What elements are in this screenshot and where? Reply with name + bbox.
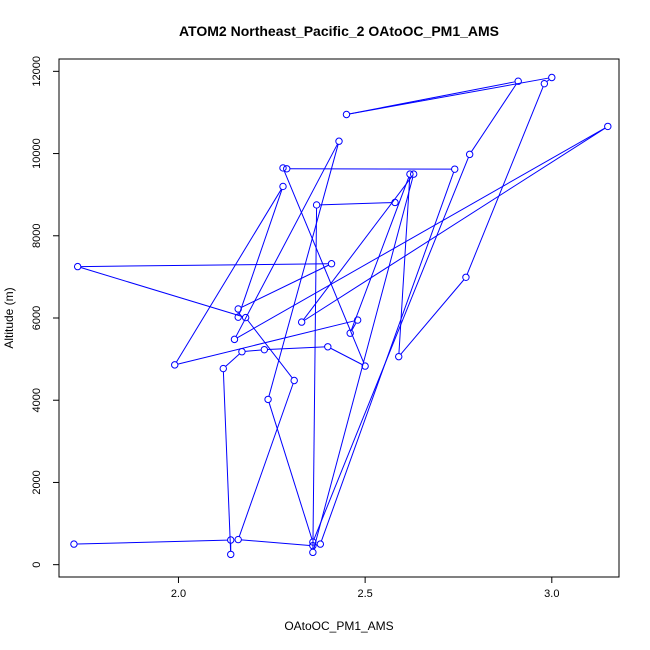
series-line-segment (319, 202, 392, 206)
series-line-segment (177, 320, 355, 365)
data-point (361, 362, 369, 370)
data-point (264, 395, 272, 404)
series-line-segment (80, 263, 329, 268)
y-axis: 0 2000 4000 6000 8000 10000 12000 (31, 56, 59, 568)
y-tick-label: 4000 (31, 388, 43, 412)
data-point (279, 182, 287, 191)
data-point (234, 535, 242, 544)
series-line-segment (400, 279, 465, 355)
data-point (312, 201, 321, 209)
data-point (548, 73, 556, 82)
data-point (227, 536, 235, 544)
data-point (234, 305, 242, 313)
series-line-segment (238, 189, 283, 315)
series-line-segment (225, 353, 240, 367)
series-line-segment (398, 177, 411, 354)
series-line-segment (349, 81, 516, 115)
series-line-segment (77, 539, 228, 545)
series-line-segment (471, 83, 517, 152)
data-point (70, 540, 78, 548)
data-point (230, 335, 239, 344)
x-tick-label: 3.0 (544, 588, 559, 600)
series-line-segment (175, 188, 282, 363)
data-point (238, 348, 246, 356)
data-point (342, 110, 351, 119)
y-tick-label: 12000 (31, 56, 43, 87)
series-line-segment (241, 539, 310, 546)
series-line-segment (304, 127, 606, 321)
series-layer (70, 73, 612, 559)
series-line-segment (80, 267, 243, 318)
data-point (316, 540, 325, 548)
series-line-segment (466, 86, 544, 275)
y-tick-label: 0 (31, 562, 43, 568)
data-point (327, 260, 336, 268)
series-line-segment (238, 383, 294, 537)
data-point (391, 198, 399, 207)
x-axis-label: OAtoOC_PM1_AMS (284, 619, 393, 633)
data-point (309, 538, 317, 546)
data-point (465, 150, 474, 159)
data-point (346, 329, 354, 337)
data-point (219, 364, 227, 373)
series-line-segment (351, 322, 357, 331)
series-line-segment (546, 79, 550, 83)
series-line-segment (313, 157, 469, 540)
y-tick-label: 8000 (31, 224, 43, 248)
series-line-segment (312, 208, 318, 550)
series-line-segment (330, 347, 363, 366)
series-line-segment (267, 346, 325, 351)
x-tick-label: 2.0 (171, 588, 186, 600)
data-point (227, 550, 235, 559)
series-line-segment (235, 143, 338, 337)
series-line-segment (245, 349, 262, 352)
plot-frame (58, 58, 620, 578)
data-point (335, 137, 343, 145)
data-point (260, 345, 269, 354)
y-tick-label: 2000 (31, 470, 43, 494)
y-tick-label: 6000 (31, 306, 43, 330)
data-point (406, 170, 414, 178)
data-point (73, 262, 82, 271)
data-point (324, 343, 332, 351)
y-tick-label: 10000 (31, 138, 43, 169)
data-point (309, 548, 317, 557)
data-point (409, 170, 418, 178)
chart-title: ATOM2 Northeast_Pacific_2 OAtoOC_PM1_AMS (179, 23, 499, 39)
data-point (283, 165, 291, 173)
x-axis: 2.0 2.5 3.0 (171, 577, 559, 600)
data-point (297, 318, 306, 326)
data-point (462, 273, 470, 281)
data-point (353, 316, 362, 324)
data-point (540, 79, 549, 88)
series-line-segment (222, 371, 232, 552)
data-point (171, 361, 179, 369)
series-line-segment (236, 127, 606, 339)
data-point (234, 313, 242, 321)
series-line-segment (350, 176, 410, 331)
series-line-segment (247, 319, 293, 379)
series-line-segment (303, 176, 413, 320)
data-point (604, 122, 612, 131)
data-point (241, 313, 250, 322)
data-point (290, 376, 298, 385)
data-point (395, 352, 403, 361)
series-line-segment (240, 264, 329, 309)
series-line-segment (268, 402, 313, 540)
data-point (514, 77, 522, 85)
data-point (451, 165, 459, 173)
x-tick-label: 2.5 (357, 588, 372, 600)
series-line-segment (268, 144, 339, 397)
y-axis-label: Altitude (m) (2, 287, 16, 348)
data-point (279, 164, 287, 172)
